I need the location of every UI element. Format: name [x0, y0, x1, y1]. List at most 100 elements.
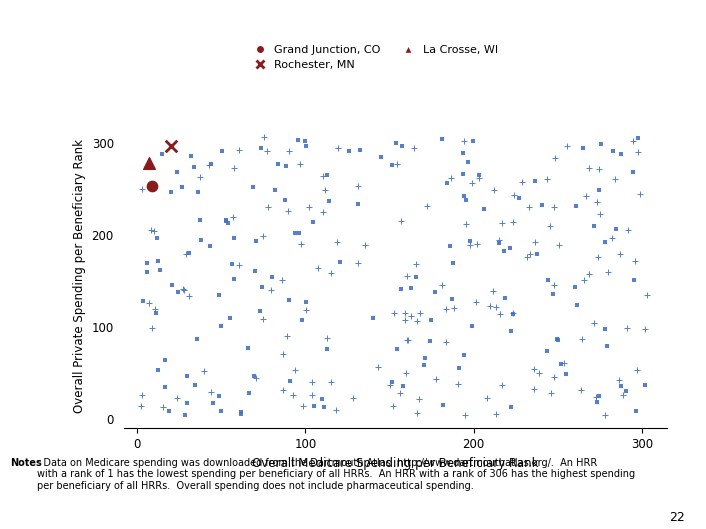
Point	[610, 225, 621, 233]
Point	[160, 356, 171, 364]
Point	[608, 147, 619, 156]
Point	[499, 294, 510, 302]
Point	[440, 305, 451, 314]
Point	[138, 297, 149, 305]
Point	[276, 276, 287, 284]
Point	[273, 160, 284, 168]
Point	[524, 250, 535, 259]
Point	[630, 407, 642, 415]
Point	[258, 133, 270, 142]
Point	[298, 402, 309, 411]
Point	[505, 327, 517, 335]
Point	[473, 174, 484, 182]
Point	[320, 186, 331, 194]
Point	[250, 374, 261, 382]
Point	[388, 308, 400, 317]
Legend: Grand Junction, CO, Rochester, MN, La Crosse, WI: Grand Junction, CO, Rochester, MN, La Cr…	[249, 45, 498, 70]
Point	[293, 229, 304, 238]
Point	[352, 182, 364, 190]
Point	[322, 334, 333, 342]
Point	[606, 233, 618, 242]
Point	[599, 324, 610, 333]
Point	[247, 183, 258, 191]
Point	[318, 172, 329, 180]
Point	[602, 342, 613, 350]
Point	[318, 403, 329, 411]
Point	[227, 213, 239, 222]
Point	[498, 247, 510, 256]
Point	[521, 253, 532, 261]
Point	[142, 258, 153, 267]
Point	[215, 407, 227, 415]
Point	[323, 197, 335, 205]
Point	[505, 403, 517, 412]
Point	[556, 360, 567, 369]
Point	[198, 367, 210, 375]
Point	[603, 268, 614, 276]
Point	[156, 150, 167, 158]
Point	[149, 305, 160, 313]
Point	[285, 377, 296, 385]
Point	[287, 390, 299, 399]
Point	[453, 364, 465, 373]
Point	[414, 394, 425, 403]
Point	[548, 281, 559, 289]
Point	[592, 252, 604, 261]
Point	[235, 407, 246, 416]
Point	[529, 238, 540, 246]
Point	[372, 363, 383, 371]
Point	[136, 185, 147, 194]
Point	[179, 285, 190, 294]
Point	[297, 315, 308, 324]
Point	[640, 324, 651, 333]
Point	[166, 187, 177, 196]
Point	[627, 137, 638, 145]
Point	[548, 290, 559, 298]
Point	[595, 140, 606, 149]
Point	[591, 398, 602, 406]
Point	[280, 196, 291, 204]
Point	[411, 272, 422, 281]
Point	[561, 370, 572, 379]
Point	[576, 335, 587, 343]
Point	[261, 147, 273, 156]
Point	[460, 411, 471, 419]
Point	[205, 388, 217, 396]
Point	[333, 144, 344, 152]
Point	[321, 344, 333, 353]
Point	[634, 189, 645, 198]
Point	[488, 286, 499, 295]
Point	[617, 390, 628, 399]
Point	[172, 394, 183, 403]
Point	[551, 335, 563, 343]
Point	[575, 386, 586, 394]
Point	[282, 207, 294, 215]
Point	[196, 235, 207, 244]
Point	[516, 177, 527, 186]
Point	[481, 394, 492, 402]
Point	[283, 296, 294, 305]
Point	[312, 263, 323, 272]
Point	[145, 225, 157, 234]
Point	[509, 190, 520, 199]
Point	[599, 411, 611, 419]
Point	[220, 216, 232, 225]
Point	[150, 309, 162, 317]
Point	[193, 188, 204, 197]
Point	[529, 385, 540, 394]
Point	[583, 164, 594, 172]
Point	[322, 171, 333, 179]
Point	[536, 201, 547, 209]
Point	[472, 240, 483, 248]
Point	[631, 366, 642, 374]
Point	[460, 220, 472, 229]
Point	[147, 182, 158, 190]
Point	[621, 323, 633, 332]
Point	[471, 297, 482, 306]
Point	[282, 332, 293, 340]
Point	[229, 275, 240, 284]
Point	[163, 407, 174, 415]
Point	[376, 152, 387, 161]
Point	[402, 272, 413, 280]
Point	[430, 375, 441, 384]
